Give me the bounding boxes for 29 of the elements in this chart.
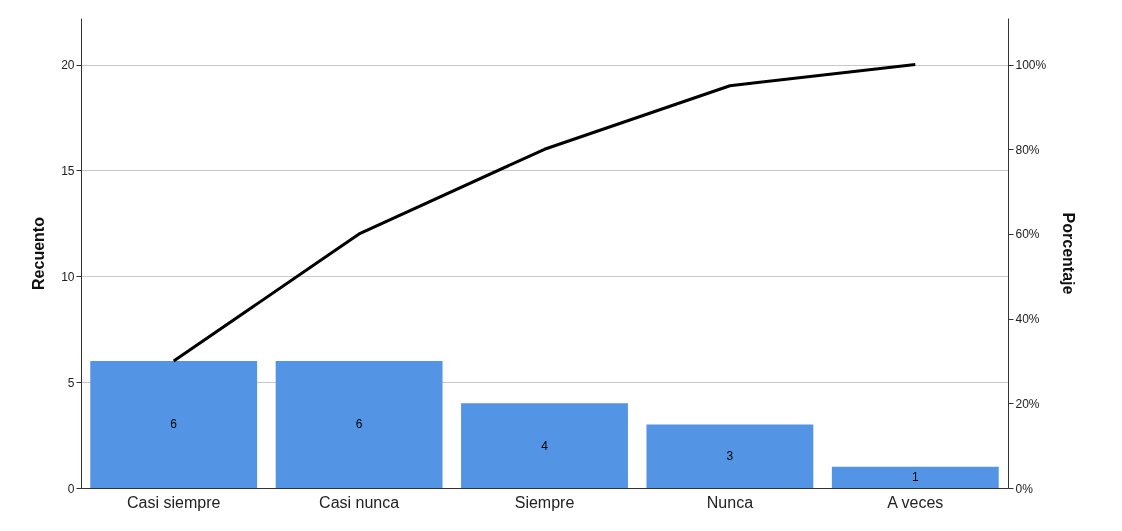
y2-tick-label: 80% [1015,142,1040,157]
x-tick-label: A veces [887,493,944,511]
bar [646,424,814,488]
bar [275,360,443,488]
y2-tick-label: 0% [1015,481,1034,496]
y-tick-label: 15 [61,163,75,178]
data-label: 6 [170,417,178,432]
y-tick-label: 10 [61,269,75,284]
data-label: 6 [355,417,363,432]
x-tick-label: Casi siempre [127,493,221,511]
bar [461,403,628,488]
data-label: 3 [726,449,734,464]
y-axis-title: Recuento [30,216,48,290]
y2-tick-label: 100% [1015,58,1047,73]
line-series [172,63,917,363]
y2-tick-label: 20% [1015,396,1040,411]
y-tick-label: 0 [67,481,75,496]
x-tick-label: Nunca [706,493,754,511]
data-label: 1 [911,470,919,485]
data-label: 4 [541,438,549,453]
x-tick-label: Casi nunca [319,493,400,511]
y2-tick-label: 40% [1015,312,1040,327]
y-tick-label: 20 [61,58,75,73]
y2-tick-label: 60% [1015,227,1040,242]
bar [831,466,999,488]
x-tick-label: Siempre [514,493,575,511]
y2-axis-title: Porcentaje [1060,212,1078,295]
bar [90,360,258,488]
y-tick-label: 5 [67,375,75,390]
